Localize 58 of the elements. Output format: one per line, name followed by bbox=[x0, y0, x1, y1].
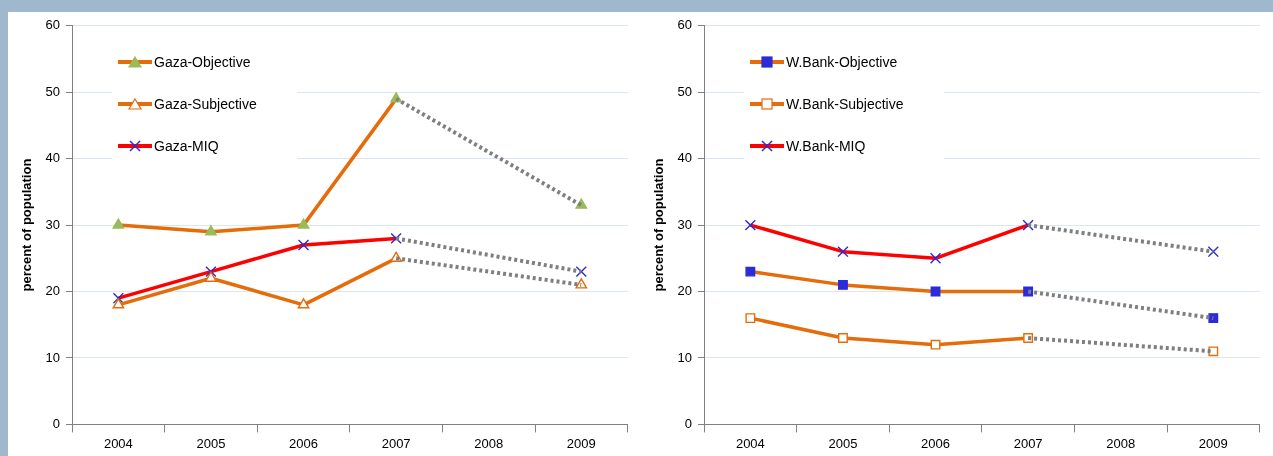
legend-label: W.Bank-MIQ bbox=[786, 138, 866, 154]
point bbox=[112, 292, 125, 304]
point bbox=[1022, 219, 1034, 231]
point bbox=[1207, 246, 1219, 258]
x-tick-label: 2006 bbox=[921, 435, 950, 451]
y-tick-label: 10 bbox=[677, 349, 693, 365]
y-tick-label: 50 bbox=[45, 83, 61, 99]
y-axis-title: percent of population bbox=[19, 158, 35, 292]
x-tick-label: 2008 bbox=[1106, 435, 1136, 451]
point bbox=[929, 252, 942, 264]
point bbox=[205, 265, 217, 278]
point bbox=[205, 225, 217, 236]
x-tick-label: 2008 bbox=[474, 435, 504, 451]
y-tick-label: 0 bbox=[684, 415, 693, 431]
point bbox=[930, 339, 941, 350]
y-tick-label: 60 bbox=[45, 17, 61, 33]
y-tick-label: 40 bbox=[45, 150, 61, 166]
point bbox=[297, 218, 310, 229]
point bbox=[575, 278, 588, 289]
y-tick-label: 50 bbox=[677, 83, 693, 99]
legend-label: Gaza-MIQ bbox=[154, 138, 219, 154]
x-tick-label: 2004 bbox=[103, 435, 133, 451]
point bbox=[297, 298, 310, 309]
point bbox=[112, 298, 125, 309]
y-tick-label: 40 bbox=[677, 150, 693, 166]
x-tick-label: 2007 bbox=[1013, 435, 1043, 451]
point bbox=[1208, 313, 1219, 324]
y-tick-label: 30 bbox=[677, 216, 693, 232]
y-tick-label: 20 bbox=[677, 283, 693, 299]
x-tick-label: 2005 bbox=[196, 435, 226, 451]
point bbox=[205, 271, 217, 282]
point bbox=[838, 279, 848, 290]
legend-label: Gaza-Objective bbox=[154, 54, 251, 70]
point bbox=[744, 219, 757, 231]
y-tick-label: 0 bbox=[52, 415, 61, 431]
point bbox=[297, 239, 310, 251]
point bbox=[390, 232, 402, 245]
y-axis-title: percent of population bbox=[651, 158, 667, 292]
point bbox=[838, 333, 848, 343]
x-tick-label: 2009 bbox=[1198, 435, 1228, 451]
y-tick-label: 30 bbox=[45, 216, 61, 232]
point bbox=[837, 246, 849, 258]
x-tick-label: 2009 bbox=[566, 435, 596, 451]
point bbox=[745, 313, 756, 324]
legend-label: Gaza-Subjective bbox=[154, 96, 257, 112]
y-tick-label: 20 bbox=[45, 283, 61, 299]
x-tick-label: 2006 bbox=[289, 435, 318, 451]
point bbox=[112, 218, 125, 229]
x-tick-label: 2007 bbox=[381, 435, 411, 451]
x-tick-label: 2005 bbox=[828, 435, 858, 451]
y-tick-label: 10 bbox=[45, 349, 61, 365]
point bbox=[1208, 346, 1219, 357]
legend-label: W.Bank-Subjective bbox=[786, 96, 904, 112]
y-tick-label: 60 bbox=[677, 17, 693, 33]
legend-label: W.Bank-Objective bbox=[786, 54, 898, 70]
point bbox=[745, 266, 756, 277]
x-tick-label: 2004 bbox=[735, 435, 765, 451]
point bbox=[575, 265, 587, 278]
